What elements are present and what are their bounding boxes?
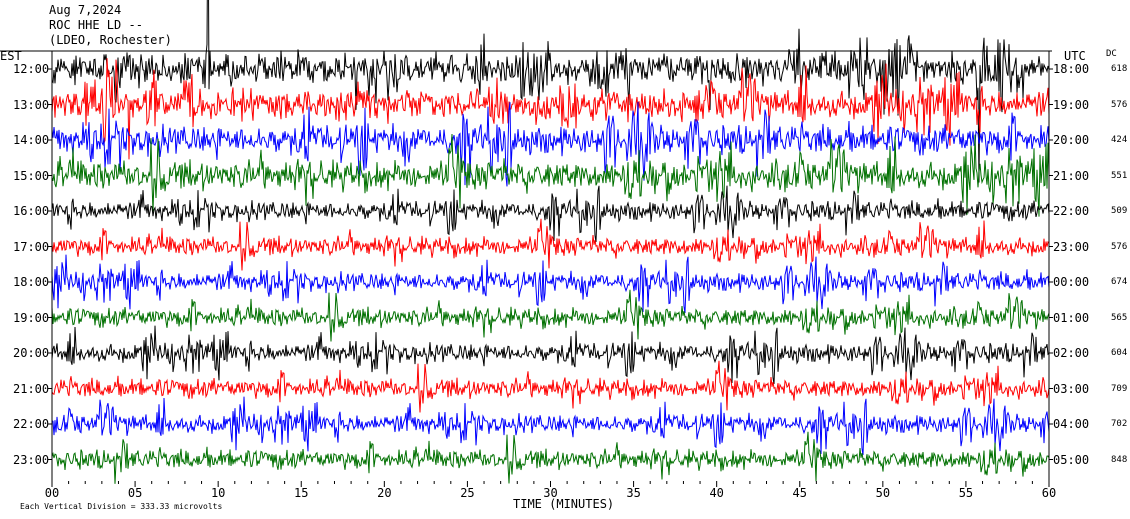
x-tick-label: 00 [45, 486, 59, 500]
x-tick-label: 25 [460, 486, 474, 500]
trace-2000 [51, 325, 1050, 385]
trace-group [51, 0, 1050, 484]
trace-1300 [51, 58, 1050, 160]
x-axis: 00 05 10 15 20 25 30 35 40 45 50 55 60 [45, 481, 1056, 500]
dc-offset-value: 551 [1111, 170, 1128, 181]
est-zone-label: EST [0, 49, 22, 63]
plot-frame [0, 50, 1053, 485]
record-date: Aug 7,2024 [49, 3, 122, 17]
dc-offset-value: 509 [1111, 206, 1128, 216]
utc-zone-label: UTC [1064, 49, 1086, 63]
trace-1400 [51, 101, 1050, 187]
utc-hour-label: 22:00 [1053, 204, 1090, 218]
trace-1600 [51, 185, 1050, 243]
x-tick-label: 40 [709, 486, 723, 500]
trace-2200 [51, 396, 1050, 456]
utc-hour-label: 18:00 [1053, 62, 1090, 76]
dc-offset-value: 702 [1111, 419, 1128, 429]
utc-hour-label: 02:00 [1053, 346, 1090, 360]
est-hour-label: 21:00 [13, 381, 50, 396]
trace-1200 [51, 0, 1050, 183]
x-tick-label: 30 [543, 486, 557, 500]
x-tick-label: 55 [959, 486, 973, 500]
x-axis-title: TIME (MINUTES) [513, 497, 615, 511]
utc-hour-label: 00:00 [1053, 275, 1090, 289]
dc-offset-value: 565 [1111, 312, 1128, 323]
dc-column-label: DC [1106, 49, 1117, 59]
trace-1700 [51, 218, 1050, 271]
trace-1900 [51, 289, 1050, 342]
station-code: ROC HHE LD -- [49, 18, 143, 32]
est-hour-label: 14:00 [13, 133, 50, 147]
est-hour-label: 17:00 [13, 239, 50, 254]
utc-hour-label: 03:00 [1053, 381, 1090, 396]
est-hour-label: 13:00 [13, 97, 50, 112]
x-tick-label: 20 [377, 486, 391, 500]
station-location: (LDEO, Rochester) [49, 33, 172, 47]
est-hour-label: 12:00 [13, 62, 50, 76]
utc-hour-label: 05:00 [1053, 452, 1090, 467]
dc-offset-value: 604 [1111, 348, 1128, 358]
dc-offset-value: 674 [1111, 277, 1128, 287]
dc-offset-value: 576 [1111, 99, 1128, 110]
utc-hour-label: 21:00 [1053, 168, 1090, 183]
vertical-scale-note: Each Vertical Division = 333.33 microvol… [20, 502, 223, 511]
x-tick-label: 60 [1042, 486, 1056, 500]
est-hour-label: 22:00 [13, 417, 50, 431]
trace-2300 [51, 431, 1050, 484]
est-hour-label: 15:00 [13, 168, 50, 183]
est-hour-label: 16:00 [13, 204, 50, 218]
trace-1500 [51, 133, 1050, 217]
est-hour-label: 20:00 [13, 346, 50, 360]
est-hour-label: 18:00 [13, 275, 50, 289]
dc-offset-value: 709 [1111, 383, 1128, 394]
dc-offset-value: 618 [1111, 64, 1128, 74]
x-tick-label: 05 [128, 486, 142, 500]
utc-hour-label: 20:00 [1053, 133, 1090, 147]
x-tick-label: 50 [876, 486, 890, 500]
dc-offset-value: 576 [1111, 241, 1128, 252]
dc-offset-value: 848 [1111, 454, 1128, 465]
x-tick-label: 10 [211, 486, 225, 500]
est-hour-label: 19:00 [13, 310, 50, 325]
utc-hour-label: 01:00 [1053, 310, 1090, 325]
trace-2100 [51, 360, 1050, 413]
x-tick-label: 35 [626, 486, 640, 500]
dc-offset-value: 424 [1111, 135, 1128, 145]
utc-hour-label: 23:00 [1053, 239, 1090, 254]
utc-hour-label: 19:00 [1053, 97, 1090, 112]
x-tick-label: 45 [793, 486, 807, 500]
utc-hour-label: 04:00 [1053, 417, 1090, 431]
trace-1800 [51, 254, 1050, 314]
est-hour-label: 23:00 [13, 452, 50, 467]
x-tick-label: 15 [294, 486, 308, 500]
